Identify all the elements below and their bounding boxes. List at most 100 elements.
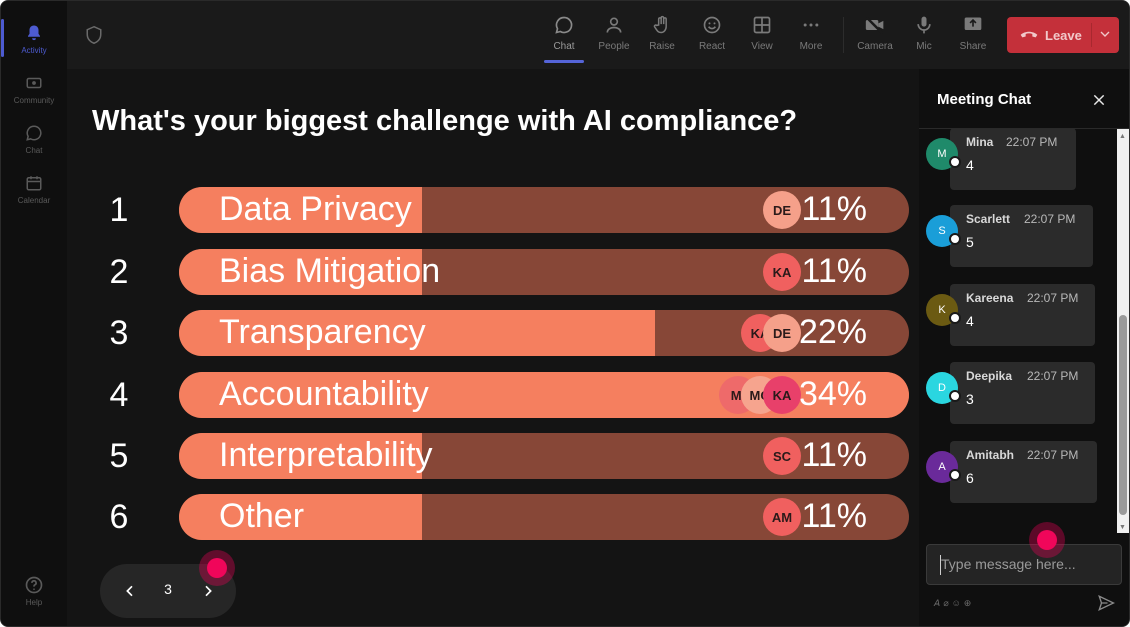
chat-message: Mina 22:07 PM 4 M bbox=[919, 129, 1115, 192]
option-bar: Accountability MI MO KA 34% bbox=[179, 372, 909, 418]
message-timestamp: 22:07 PM bbox=[1027, 448, 1079, 462]
option-bar: Interpretability SC 11% bbox=[179, 433, 909, 479]
message-bubble: Amitabh 22:07 PM 6 bbox=[950, 441, 1097, 503]
presence-indicator bbox=[949, 233, 961, 245]
poll-stage: What's your biggest challenge with AI co… bbox=[67, 69, 919, 626]
poll-option-row: 4 Accountability MI MO KA 34% bbox=[67, 372, 919, 418]
poll-option-row: 2 Bias Mitigation KA 11% bbox=[67, 249, 919, 295]
leave-button[interactable]: Leave bbox=[1007, 17, 1119, 53]
poll-option-row: 1 Data Privacy DE 11% bbox=[67, 187, 919, 233]
tool-label: View bbox=[751, 41, 773, 52]
meeting-chat-panel: Meeting Chat Mina 22:07 PM 4 M Scarlett 22:07… bbox=[919, 69, 1129, 626]
option-percent: 11% bbox=[801, 252, 867, 290]
chat-message-list: Mina 22:07 PM 4 M Scarlett 22:07 PM 5 S Kareena 2… bbox=[919, 129, 1115, 533]
option-bar-fill bbox=[179, 494, 422, 540]
voter-avatar: DE bbox=[763, 191, 801, 229]
rail-label: Activity bbox=[21, 45, 47, 55]
sender-name: Mina bbox=[966, 135, 994, 149]
toolbar-divider bbox=[843, 17, 844, 53]
rail-item-calendar[interactable]: Calendar bbox=[4, 163, 64, 213]
more-button[interactable]: More bbox=[787, 9, 835, 63]
option-number: 5 bbox=[109, 437, 129, 475]
avatar[interactable]: S bbox=[926, 215, 958, 247]
rail-label: Calendar bbox=[17, 195, 51, 205]
option-percent: 11% bbox=[801, 190, 867, 228]
rail-label: Community bbox=[13, 95, 55, 105]
voter-avatar: AM bbox=[763, 498, 801, 536]
option-bar-fill bbox=[179, 310, 655, 356]
smiley-icon bbox=[700, 13, 724, 37]
next-slide-button[interactable] bbox=[196, 579, 220, 603]
message-timestamp: 22:07 PM bbox=[1027, 369, 1079, 383]
presence-indicator bbox=[949, 390, 961, 402]
option-number: 3 bbox=[109, 314, 129, 352]
voter-avatar: KA bbox=[763, 253, 801, 291]
scroll-up-icon[interactable]: ▲ bbox=[1119, 133, 1126, 140]
chat-scrollbar[interactable]: ▲ ▼ bbox=[1117, 129, 1129, 533]
poll-option-row: 6 Other AM 11% bbox=[67, 494, 919, 540]
message-timestamp: 22:07 PM bbox=[1024, 212, 1076, 226]
chat-message-input[interactable]: Type message here... bbox=[926, 544, 1122, 585]
share-button[interactable]: Share bbox=[949, 9, 997, 63]
option-percent: 11% bbox=[801, 497, 867, 535]
tool-label: Chat bbox=[553, 41, 575, 52]
leave-divider bbox=[1091, 23, 1092, 47]
chat-icon bbox=[552, 13, 576, 37]
rail-item-help[interactable]: Help bbox=[4, 565, 64, 615]
chat-tool-button[interactable]: Chat bbox=[540, 9, 588, 63]
option-label: Bias Mitigation bbox=[219, 252, 441, 290]
voter-avatar: SC bbox=[763, 437, 801, 475]
scrollbar-thumb[interactable] bbox=[1119, 315, 1127, 515]
rail-item-activity[interactable]: Activity bbox=[1, 13, 64, 63]
view-button[interactable]: View bbox=[738, 9, 786, 63]
raise-hand-icon bbox=[650, 13, 674, 37]
camera-off-icon bbox=[863, 13, 887, 37]
camera-button[interactable]: Camera bbox=[851, 9, 899, 63]
chat-message: Amitabh 22:07 PM 6 A bbox=[919, 441, 1115, 505]
tool-label: More bbox=[799, 41, 823, 52]
tool-label: Mic bbox=[916, 41, 932, 52]
close-chat-button[interactable] bbox=[1089, 90, 1109, 110]
option-bar: Bias Mitigation KA 11% bbox=[179, 249, 909, 295]
tool-label: React bbox=[698, 41, 726, 52]
people-tool-button[interactable]: People bbox=[590, 9, 638, 63]
message-text: 6 bbox=[966, 470, 974, 486]
raise-hand-button[interactable]: Raise bbox=[638, 9, 686, 63]
react-button[interactable]: React bbox=[688, 9, 736, 63]
chat-title: Meeting Chat bbox=[937, 91, 1032, 108]
rail-label: Help bbox=[25, 597, 43, 607]
previous-slide-button[interactable] bbox=[118, 579, 142, 603]
message-text: 3 bbox=[966, 391, 974, 407]
rail-item-community[interactable]: Community bbox=[4, 63, 64, 113]
chat-message: Kareena 22:07 PM 4 K bbox=[919, 284, 1115, 348]
rail-label: Chat bbox=[25, 145, 43, 155]
close-icon bbox=[1093, 94, 1105, 106]
sender-name: Scarlett bbox=[966, 212, 1011, 226]
rail-item-chat[interactable]: Chat bbox=[4, 113, 64, 163]
community-icon bbox=[23, 72, 45, 94]
scroll-down-icon[interactable]: ▼ bbox=[1119, 524, 1126, 531]
send-icon[interactable] bbox=[1097, 594, 1116, 612]
option-label: Data Privacy bbox=[219, 190, 412, 228]
format-toolbar-icons[interactable]: 𝘈⌀☺⊕ bbox=[934, 598, 975, 608]
hang-up-icon bbox=[1019, 28, 1039, 43]
option-label: Other bbox=[219, 497, 305, 535]
option-percent: 22% bbox=[798, 313, 867, 351]
chevron-down-icon[interactable] bbox=[1097, 26, 1113, 45]
sender-name: Amitabh bbox=[966, 448, 1014, 462]
option-percent: 34% bbox=[798, 375, 867, 413]
message-text: 4 bbox=[966, 157, 974, 173]
tool-label: Share bbox=[959, 41, 987, 52]
share-icon bbox=[961, 13, 985, 37]
voter-avatar: DE bbox=[763, 314, 801, 352]
tool-label: Raise bbox=[649, 41, 675, 52]
option-bar: Transparency KA DE 22% bbox=[179, 310, 909, 356]
presence-indicator bbox=[949, 312, 961, 324]
chevron-left-icon bbox=[126, 585, 133, 597]
shield-icon bbox=[85, 25, 103, 45]
people-icon bbox=[602, 13, 626, 37]
chat-icon bbox=[23, 122, 45, 144]
option-bar: Other AM 11% bbox=[179, 494, 909, 540]
mic-button[interactable]: Mic bbox=[900, 9, 948, 63]
